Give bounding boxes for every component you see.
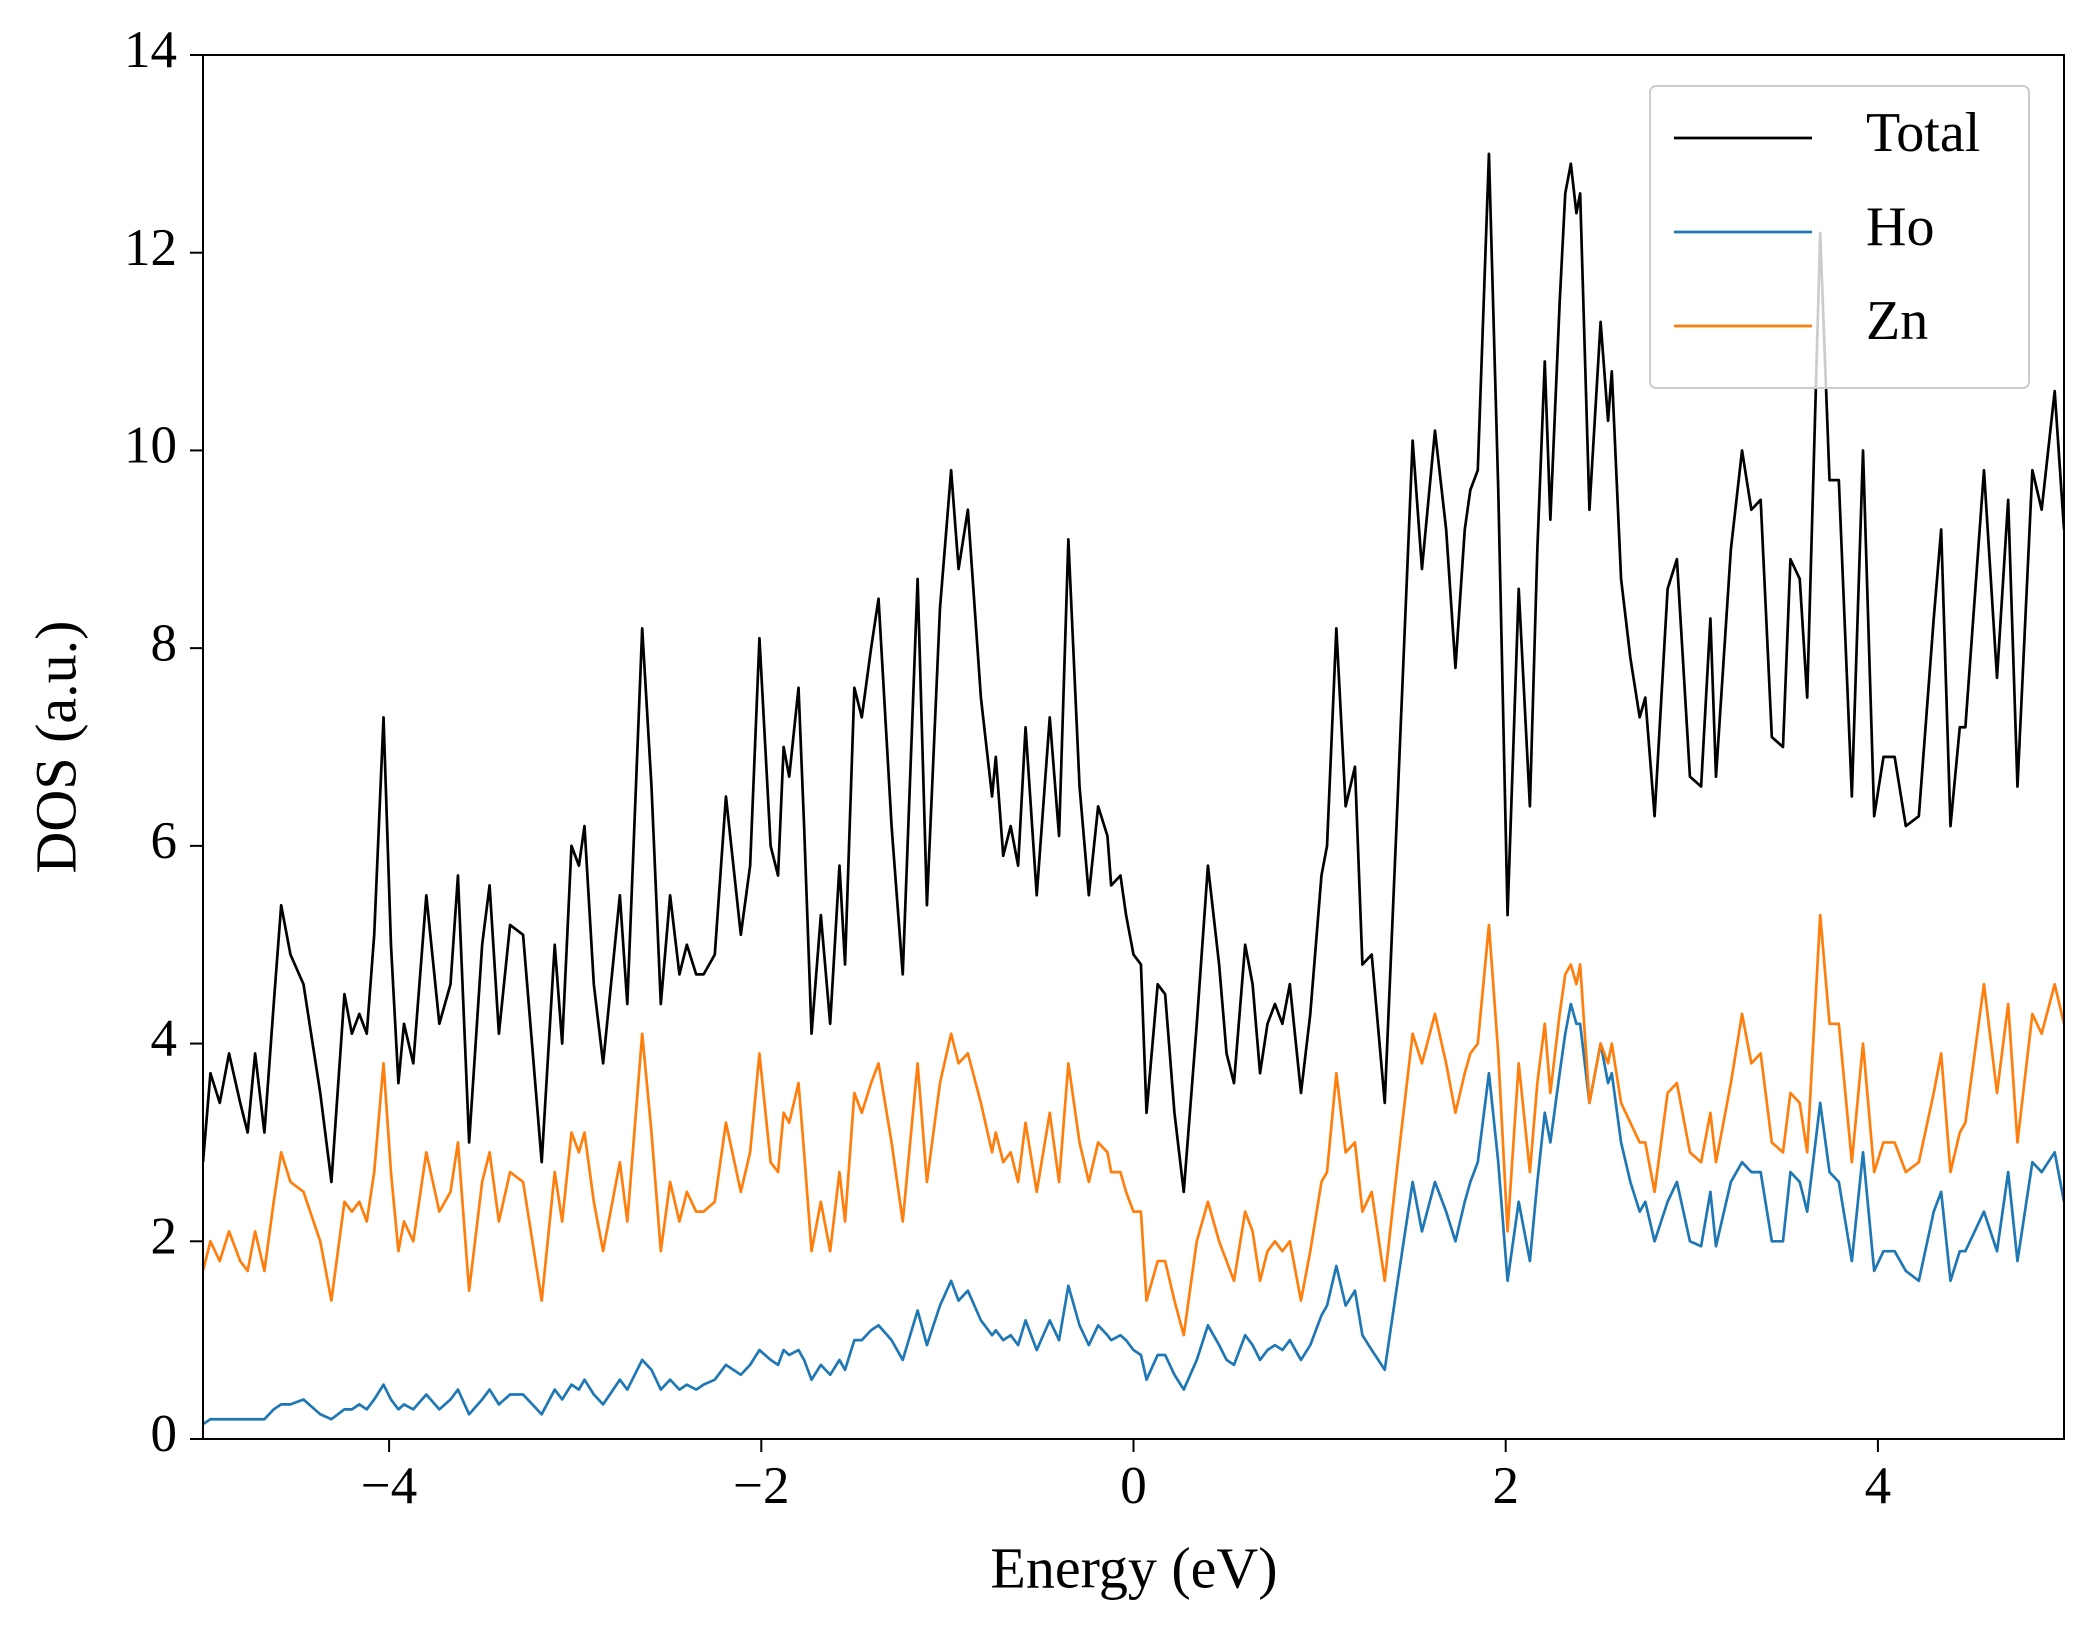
y-tick-label: 8: [151, 614, 178, 672]
line-series: [203, 1002, 2064, 1426]
line-series: [203, 152, 2064, 1194]
x-axis-label: Energy (eV): [990, 1535, 1277, 1600]
x-tick-label: 4: [1865, 1457, 1892, 1515]
x-tick-label: 2: [1492, 1457, 1519, 1515]
axes-frame: [202, 54, 2065, 1440]
y-tick-label: 14: [124, 21, 177, 79]
legend-box: [1649, 85, 2030, 389]
y-tick-label: 4: [151, 1010, 178, 1068]
y-tick-label: 6: [151, 812, 178, 870]
legend: Total Ho Zn: [1649, 85, 2030, 389]
x-tick-label: 0: [1120, 1457, 1147, 1515]
y-tick-label: 12: [124, 219, 177, 277]
x-tick-label: −2: [733, 1457, 789, 1515]
x-tick-label: −4: [361, 1457, 417, 1515]
y-tick-label: 0: [151, 1405, 178, 1463]
y-tick-label: 10: [124, 417, 177, 475]
y-tick-label: 2: [151, 1207, 178, 1265]
legend-label: Zn: [1866, 290, 1928, 352]
y-axis-label: DOS (a.u.): [23, 621, 88, 874]
legend-label: Ho: [1866, 196, 1934, 258]
legend-label: Total: [1866, 102, 1980, 164]
plot-area: [203, 152, 2064, 1426]
line-series: [203, 913, 2064, 1337]
